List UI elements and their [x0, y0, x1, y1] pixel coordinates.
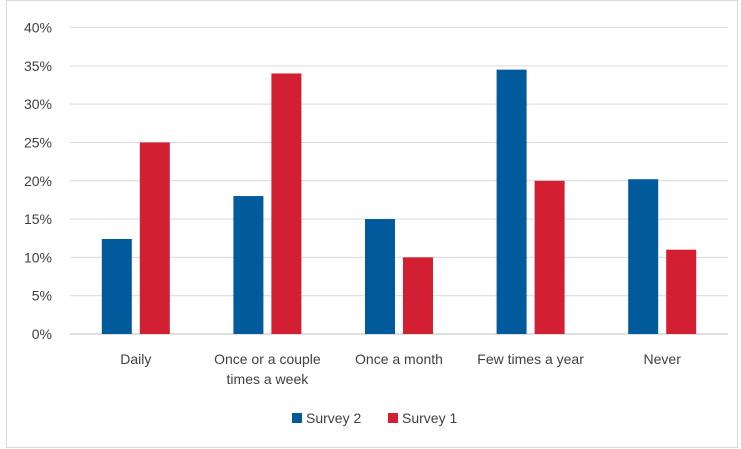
y-tick-label: 30% [24, 96, 52, 112]
x-axis-categories: Daily Once or a couple times a week Once a … [120, 351, 681, 387]
legend-swatch [292, 413, 302, 423]
legend: Survey 2 Survey 1 [292, 410, 457, 426]
gridlines [70, 27, 728, 335]
bar-survey-2 [628, 179, 659, 334]
y-tick-label: 20% [24, 173, 52, 189]
bar-survey-1 [403, 257, 433, 334]
y-tick-label: 10% [24, 249, 52, 265]
legend-label: Survey 1 [402, 410, 457, 426]
y-tick-label: 5% [32, 288, 52, 304]
x-category-label-line: times a week [227, 371, 310, 387]
bar-survey-1 [534, 180, 565, 334]
bar-survey-1 [666, 249, 697, 334]
legend-label: Survey 2 [306, 410, 361, 426]
x-category-label: Daily [120, 351, 151, 367]
bar-survey-2 [233, 196, 264, 334]
x-category-label: Never [644, 351, 682, 367]
bar-survey-1 [271, 73, 302, 334]
y-tick-label: 40% [24, 20, 52, 36]
legend-swatch [388, 413, 398, 423]
bars [101, 69, 697, 335]
x-category-label-line: Few times a year [477, 351, 584, 367]
bar-survey-2 [365, 219, 395, 334]
x-category-label-line: Daily [120, 351, 151, 367]
x-category-label-line: Never [644, 351, 682, 367]
x-category-label-line: Once or a couple [214, 351, 321, 367]
y-tick-label: 35% [24, 58, 52, 74]
bar-survey-1 [139, 142, 170, 334]
bar-survey-2 [496, 69, 527, 335]
y-axis-ticks: 0% 5% 10% 15% 20% 25% 30% 35% 40% [24, 20, 52, 343]
x-category-label: Once a month [355, 351, 443, 367]
y-tick-label: 25% [24, 134, 52, 150]
x-category-label: Once or a couple times a week [214, 351, 321, 387]
x-category-label: Few times a year [477, 351, 584, 367]
bar-survey-2 [101, 238, 132, 334]
x-category-label-line: Once a month [355, 351, 443, 367]
y-tick-label: 15% [24, 211, 52, 227]
y-tick-label: 0% [32, 326, 52, 342]
